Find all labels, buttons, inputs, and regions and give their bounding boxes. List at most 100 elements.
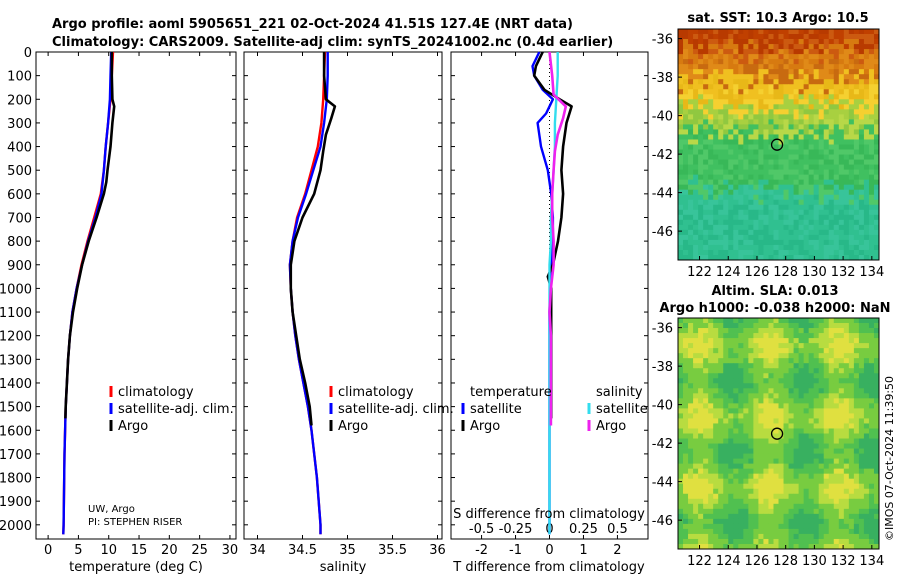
heatmap-cell [843,229,850,236]
heatmap-cell [753,463,759,470]
heatmap-cell [758,214,764,221]
heatmap-cell [863,533,870,540]
heatmap-cell [843,328,850,334]
heatmap-cell [808,139,815,145]
heatmap-cell [813,528,820,535]
heatmap-cell [828,254,835,261]
heatmap-cell [733,224,739,231]
heatmap-cell [863,109,870,115]
heatmap-cell [703,543,709,550]
heatmap-cell [768,34,774,40]
heatmap-cell [783,119,789,125]
heatmap-cell [783,318,789,324]
heatmap-cell [718,383,724,389]
heatmap-cell [723,94,729,100]
heatmap-cell [803,473,810,480]
heatmap-cell [738,239,744,246]
heatmap-cell [748,239,754,246]
heatmap-cell [773,398,779,404]
heatmap-cell [683,149,689,155]
heatmap-cell [868,224,875,231]
heatmap-cell [798,433,805,439]
heatmap-cell [833,468,840,475]
heatmap-cell [738,438,744,444]
heatmap-cell [718,393,724,399]
heatmap-cell [833,423,840,429]
heatmap-cell [868,433,875,439]
heatmap-cell [698,59,704,65]
heatmap-cell [813,194,820,201]
heatmap-cell [758,438,764,444]
heatmap-cell [698,403,704,409]
heatmap-cell [723,403,729,409]
heatmap-cell [723,109,729,115]
heatmap-cell [758,34,764,40]
heatmap-cell [798,423,805,429]
heatmap-cell [873,229,880,236]
heatmap-cell [678,194,684,201]
heatmap-cell [778,59,784,65]
heatmap-cell [758,249,764,256]
heatmap-cell [748,338,754,344]
heatmap-cell [693,224,699,231]
heatmap-cell [763,358,769,364]
heatmap-cell [733,463,739,470]
heatmap-cell [763,214,769,221]
heatmap-cell [683,224,689,231]
heatmap-cell [758,239,764,246]
heatmap-cell [753,244,759,251]
heatmap-cell [818,428,825,434]
heatmap-cell [753,458,759,465]
heatmap-cell [808,154,815,160]
heatmap-cell [793,124,800,130]
heatmap-cell [863,513,870,520]
heatmap-cell [783,398,789,404]
heatmap-cell [808,493,815,500]
heatmap-cell [823,79,830,85]
heatmap-cell [743,144,749,150]
heatmap-cell [778,343,784,349]
heatmap-cell [698,219,704,226]
heatmap-cell [778,144,784,150]
heatmap-cell [843,353,850,359]
heatmap-cell [808,443,815,449]
heatmap-cell [808,468,815,475]
heatmap-cell [773,149,779,155]
heatmap-cell [788,99,794,105]
heatmap-cell [828,353,835,359]
heatmap-cell [798,194,805,201]
heatmap-cell [733,29,739,35]
heatmap-cell [758,393,764,399]
heatmap-cell [683,468,689,475]
heatmap-cell [753,209,759,216]
heatmap-cell [853,523,860,530]
heatmap-cell [743,453,749,460]
heatmap-cell [818,229,825,236]
heatmap-cell [683,254,689,261]
heatmap-cell [788,408,794,414]
heatmap-cell [748,418,754,424]
heatmap-cell [738,99,744,105]
heatmap-cell [833,94,840,100]
heatmap-cell [843,149,850,155]
heatmap-cell [733,388,739,394]
heatmap-cell [763,378,769,384]
heatmap-cell [723,428,729,434]
heatmap-cell [688,79,694,85]
heatmap-cell [823,139,830,145]
heatmap-cell [733,204,739,211]
heatmap-cell [793,448,800,454]
heatmap-cell [798,353,805,359]
heatmap-cell [723,234,729,241]
heatmap-cell [813,254,820,261]
heatmap-cell [808,318,815,324]
heatmap-cell [853,219,860,226]
heatmap-cell [778,164,784,171]
heatmap-cell [778,413,784,419]
legend-s-argo-label: Argo [596,419,626,434]
heatmap-cell [728,184,734,191]
heatmap-cell [783,533,789,540]
heatmap-cell [848,433,855,439]
heatmap-cell [843,69,850,75]
heatmap-cell [838,114,845,120]
